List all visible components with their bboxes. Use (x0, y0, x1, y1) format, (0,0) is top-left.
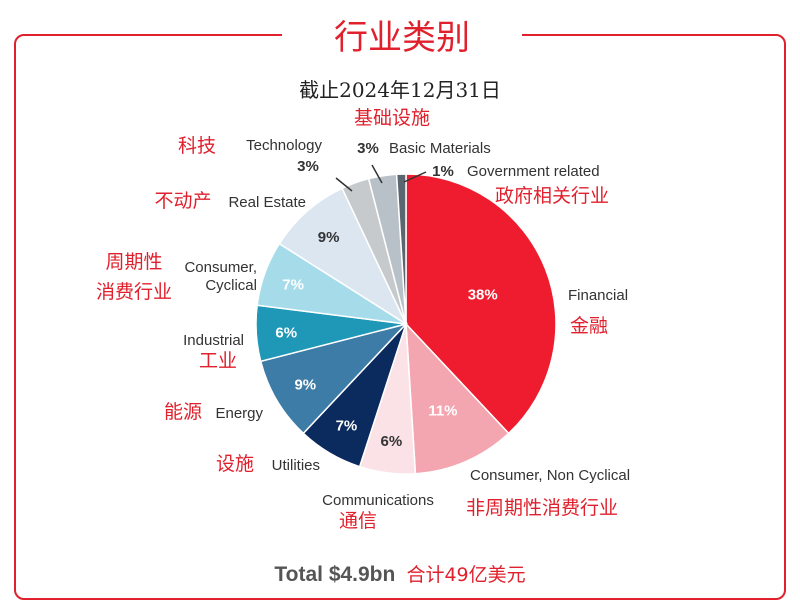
pie-slice (405, 321, 510, 475)
slice-label-zh: 基础设施 (354, 107, 430, 129)
total-zh: 合计49亿美元 (406, 564, 526, 586)
slice-percent-label: 9% (294, 377, 316, 394)
total-line: Total $4.9bn 合计49亿美元 (0, 560, 800, 587)
slice-label-en: Real Estate (228, 194, 306, 211)
slice-label-zh: 非周期性消费行业 (466, 497, 618, 519)
slice-label-zh: 科技 (178, 135, 216, 157)
slice-percent-label: 7% (282, 276, 304, 293)
slice-label-zh: 政府相关行业 (495, 185, 609, 207)
slice-label-en: Technology (246, 137, 322, 154)
date-label: 截止2024年12月31日 (299, 78, 501, 102)
slice-percent-label: 3% (297, 158, 319, 175)
slice-label-en: Energy (215, 405, 263, 422)
leader-line (371, 164, 383, 184)
slice-label-en: Basic Materials (389, 140, 491, 157)
slice-label-zh: 设施 (216, 453, 254, 475)
slice-label-en: Financial (568, 287, 628, 304)
slice-label-en: Communications (322, 492, 434, 509)
slice-label-zh: 金融 (570, 315, 608, 337)
slice-label-en: Utilities (272, 457, 320, 474)
slice-label-en: Consumer, Cyclical (184, 259, 257, 294)
slice-label-zh: 能源 (164, 401, 202, 423)
slice-percent-label: 1% (432, 163, 454, 180)
slice-percent-label: 11% (428, 402, 457, 419)
leader-line (403, 171, 427, 183)
leader-line (335, 177, 353, 192)
slice-label-zh: 周期性消费行业 (96, 251, 172, 303)
slice-label-zh: 通信 (339, 510, 377, 532)
total-en: Total $4.9bn (274, 563, 396, 586)
slice-percent-label: 9% (318, 229, 340, 246)
pie-slice (405, 173, 557, 435)
slice-label-zh: 工业 (199, 350, 237, 372)
slice-label-en: Industrial (183, 332, 244, 349)
slice-percent-label: 7% (336, 418, 358, 435)
title-background (282, 8, 522, 58)
slice-label-en: Consumer, Non Cyclical (470, 467, 630, 484)
slice-percent-label: 6% (275, 325, 297, 342)
pie-slice (278, 187, 408, 327)
slice-label-en: Government related (467, 163, 600, 180)
slice-label-zh: 不动产 (154, 190, 211, 212)
slice-percent-label: 3% (357, 140, 379, 157)
pie-slice (395, 173, 407, 325)
pie-slice (259, 322, 409, 435)
slice-percent-label: 38% (468, 287, 498, 304)
slice-percent-label: 6% (380, 433, 402, 450)
chart-title: 行业类别 (334, 18, 470, 58)
